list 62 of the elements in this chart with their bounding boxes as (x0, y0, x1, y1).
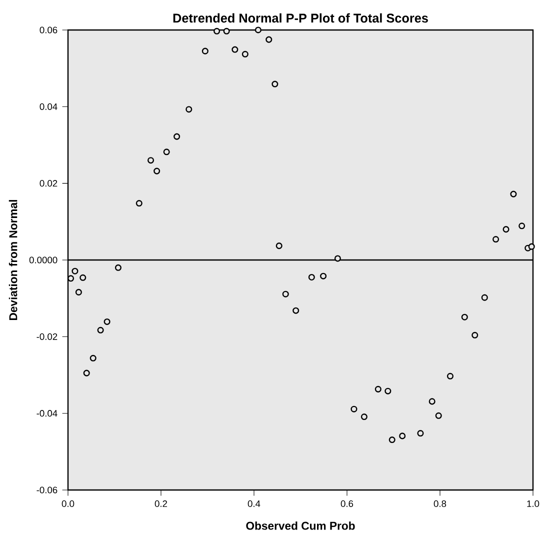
point (68, 275, 74, 282)
point (360, 414, 368, 420)
point (292, 307, 300, 314)
x-tick-label: 0.2 (154, 500, 168, 507)
y-tick-label: -0.04 (36, 410, 58, 417)
x-tick-label: 0.0 (62, 500, 74, 507)
x-tick-label: 0.6 (340, 500, 354, 507)
point (186, 106, 192, 113)
y-tick-label: -0.02 (36, 333, 58, 340)
point (232, 46, 238, 53)
y-tick-label: -0.06 (36, 486, 58, 494)
point (272, 80, 278, 88)
point (90, 354, 96, 362)
point (518, 222, 526, 230)
point (214, 28, 220, 34)
point (174, 133, 180, 140)
y-tick-label: 0.04 (40, 103, 58, 110)
point (446, 372, 454, 380)
point (428, 398, 436, 405)
point (114, 264, 122, 271)
point (308, 274, 315, 281)
point (399, 432, 406, 440)
point (510, 190, 517, 198)
point (334, 255, 341, 262)
point (148, 157, 154, 164)
point (320, 272, 327, 280)
point (97, 326, 104, 334)
point (75, 288, 82, 296)
point (350, 406, 358, 412)
point (461, 314, 468, 320)
point (163, 148, 170, 156)
point (481, 294, 488, 301)
point (242, 50, 248, 58)
point (374, 386, 382, 392)
point (266, 36, 272, 43)
y-axis-title: Deviation from Normal (8, 200, 18, 320)
point (80, 274, 86, 281)
chart-title: Detrended Normal P-P Plot of Total Scores (173, 13, 428, 23)
y-tick-label: 0.0000 (29, 256, 58, 264)
point (276, 242, 282, 250)
point (282, 290, 289, 298)
point (154, 168, 160, 174)
y-tick-label: 0.06 (40, 26, 58, 34)
point (472, 332, 478, 338)
x-tick-label: 1.0 (527, 500, 540, 507)
x-tick-label: 0.8 (434, 500, 446, 507)
point (136, 200, 142, 207)
y-tick-label: 0.02 (40, 180, 58, 187)
point (384, 388, 392, 394)
point (502, 226, 510, 233)
point (417, 430, 424, 437)
x-tick-label: 0.4 (248, 500, 260, 507)
point (72, 268, 78, 274)
x-axis-title: Observed Cum Prob (246, 521, 355, 530)
point (254, 26, 262, 34)
point (223, 28, 230, 34)
point (492, 236, 500, 243)
point (104, 318, 110, 325)
point (388, 436, 396, 444)
point (202, 48, 208, 54)
point (83, 370, 90, 376)
point (435, 412, 442, 419)
